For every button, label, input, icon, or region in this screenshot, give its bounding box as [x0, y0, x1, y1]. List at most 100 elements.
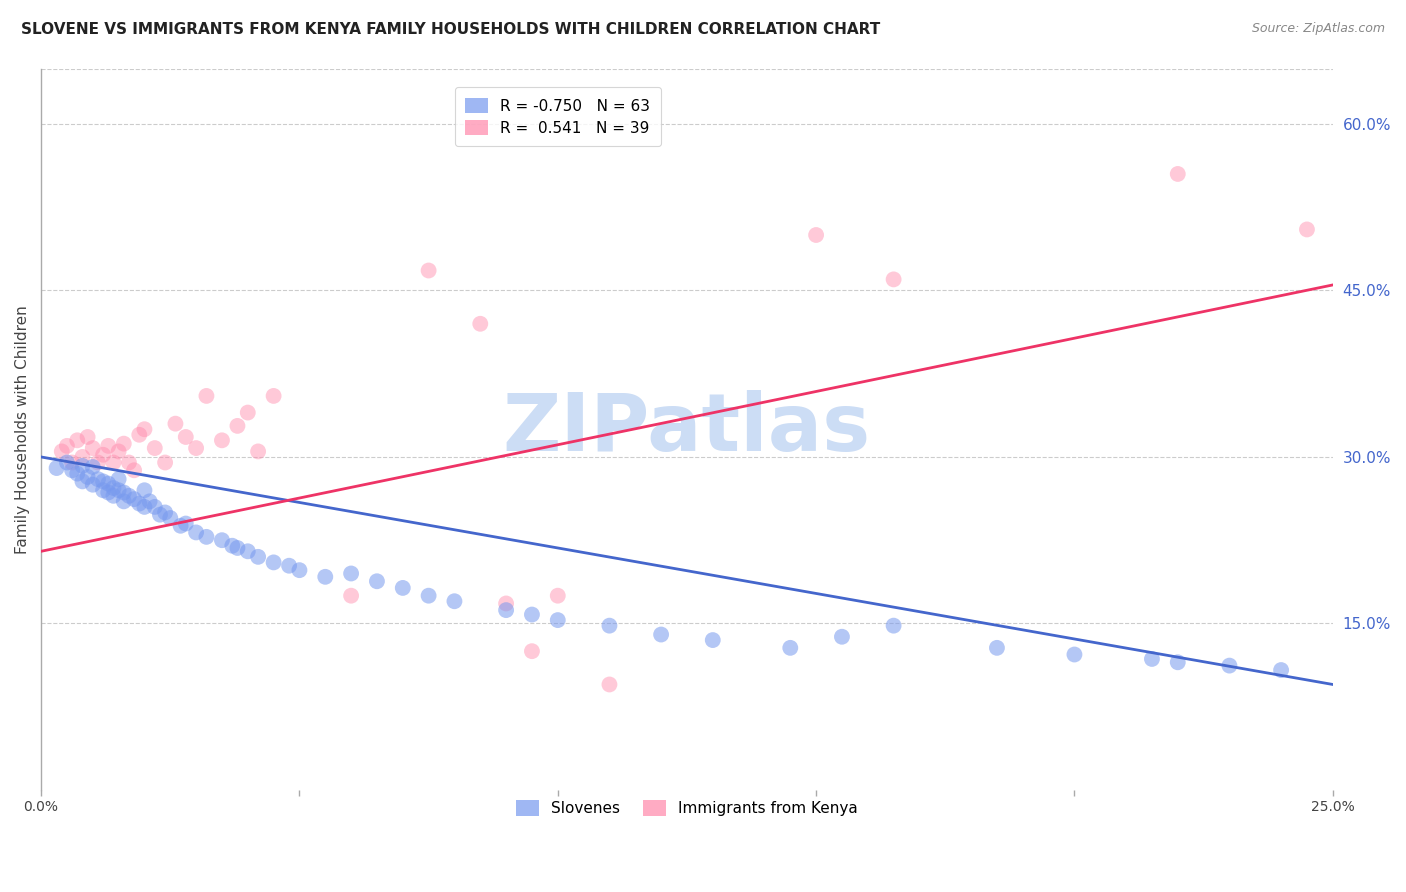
Point: [1140, 652, 1163, 666]
Point: [76, 430, 98, 444]
Point: [598, 618, 620, 632]
Point: [211, 434, 233, 448]
Point: [87, 472, 110, 486]
Text: ZIPatlas: ZIPatlas: [503, 390, 872, 468]
Point: [165, 417, 187, 431]
Point: [226, 418, 249, 433]
Point: [314, 570, 336, 584]
Point: [134, 483, 156, 498]
Point: [87, 456, 110, 470]
Point: [112, 436, 135, 450]
Point: [72, 458, 94, 473]
Point: [418, 263, 440, 277]
Point: [112, 485, 135, 500]
Point: [143, 441, 166, 455]
Point: [134, 422, 156, 436]
Point: [263, 389, 285, 403]
Point: [60, 456, 83, 470]
Point: [1296, 222, 1319, 236]
Point: [804, 227, 827, 242]
Point: [107, 472, 129, 486]
Point: [495, 603, 517, 617]
Point: [236, 544, 259, 558]
Point: [195, 530, 218, 544]
Point: [66, 467, 89, 481]
Point: [51, 444, 73, 458]
Y-axis label: Family Households with Children: Family Households with Children: [15, 305, 30, 554]
Point: [159, 511, 181, 525]
Point: [391, 581, 413, 595]
Point: [143, 500, 166, 514]
Point: [128, 427, 150, 442]
Point: [1218, 658, 1240, 673]
Legend: Slovenes, Immigrants from Kenya: Slovenes, Immigrants from Kenya: [506, 791, 868, 826]
Point: [418, 589, 440, 603]
Point: [72, 450, 94, 464]
Point: [118, 489, 141, 503]
Point: [122, 463, 145, 477]
Point: [169, 518, 191, 533]
Point: [56, 456, 79, 470]
Point: [340, 589, 363, 603]
Point: [288, 563, 311, 577]
Point: [520, 607, 543, 622]
Point: [60, 463, 83, 477]
Point: [72, 475, 94, 489]
Point: [226, 541, 249, 555]
Point: [1167, 167, 1189, 181]
Point: [82, 441, 104, 455]
Point: [91, 475, 114, 489]
Point: [883, 272, 905, 286]
Point: [153, 456, 176, 470]
Point: [103, 481, 125, 495]
Point: [107, 483, 129, 498]
Point: [650, 627, 672, 641]
Point: [97, 476, 120, 491]
Point: [184, 441, 207, 455]
Point: [128, 497, 150, 511]
Point: [174, 516, 197, 531]
Point: [66, 434, 89, 448]
Point: [103, 489, 125, 503]
Point: [1167, 655, 1189, 669]
Point: [340, 566, 363, 581]
Point: [520, 644, 543, 658]
Point: [56, 439, 79, 453]
Point: [547, 613, 569, 627]
Point: [702, 633, 724, 648]
Point: [153, 505, 176, 519]
Point: [103, 456, 125, 470]
Point: [134, 500, 156, 514]
Point: [45, 461, 67, 475]
Point: [122, 492, 145, 507]
Point: [138, 494, 160, 508]
Point: [598, 677, 620, 691]
Text: Source: ZipAtlas.com: Source: ZipAtlas.com: [1251, 22, 1385, 36]
Point: [236, 406, 259, 420]
Point: [149, 508, 172, 522]
Point: [107, 444, 129, 458]
Point: [97, 439, 120, 453]
Point: [174, 430, 197, 444]
Point: [263, 555, 285, 569]
Point: [195, 389, 218, 403]
Point: [547, 589, 569, 603]
Point: [76, 470, 98, 484]
Point: [779, 640, 801, 655]
Point: [184, 525, 207, 540]
Point: [221, 539, 243, 553]
Point: [118, 456, 141, 470]
Point: [366, 574, 388, 589]
Point: [82, 477, 104, 491]
Point: [91, 483, 114, 498]
Point: [278, 558, 301, 573]
Text: SLOVENE VS IMMIGRANTS FROM KENYA FAMILY HOUSEHOLDS WITH CHILDREN CORRELATION CHA: SLOVENE VS IMMIGRANTS FROM KENYA FAMILY …: [21, 22, 880, 37]
Point: [986, 640, 1008, 655]
Point: [211, 533, 233, 548]
Point: [247, 444, 270, 458]
Point: [831, 630, 853, 644]
Point: [470, 317, 492, 331]
Point: [443, 594, 465, 608]
Point: [112, 494, 135, 508]
Point: [82, 459, 104, 474]
